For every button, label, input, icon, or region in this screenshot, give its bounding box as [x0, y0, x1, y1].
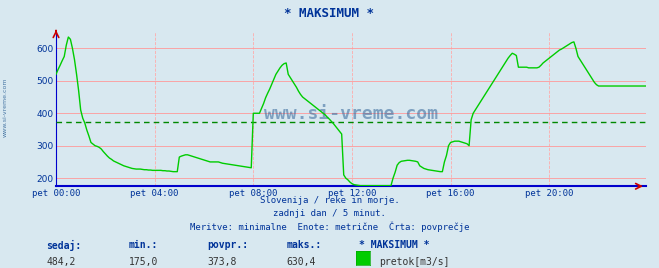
Text: 373,8: 373,8	[208, 257, 237, 267]
Text: sedaj:: sedaj:	[46, 240, 81, 251]
Text: * MAKSIMUM *: * MAKSIMUM *	[359, 240, 430, 250]
Text: zadnji dan / 5 minut.: zadnji dan / 5 minut.	[273, 209, 386, 218]
Text: www.si-vreme.com: www.si-vreme.com	[3, 77, 8, 137]
Text: www.si-vreme.com: www.si-vreme.com	[264, 105, 438, 123]
Text: povpr.:: povpr.:	[208, 240, 248, 250]
Text: maks.:: maks.:	[287, 240, 322, 250]
Text: Meritve: minimalne  Enote: metrične  Črta: povprečje: Meritve: minimalne Enote: metrične Črta:…	[190, 222, 469, 232]
Text: Slovenija / reke in morje.: Slovenija / reke in morje.	[260, 196, 399, 205]
Text: 175,0: 175,0	[129, 257, 158, 267]
Text: 630,4: 630,4	[287, 257, 316, 267]
Text: * MAKSIMUM *: * MAKSIMUM *	[285, 7, 374, 20]
Text: pretok[m3/s]: pretok[m3/s]	[379, 257, 449, 267]
Text: min.:: min.:	[129, 240, 158, 250]
Text: 484,2: 484,2	[46, 257, 76, 267]
